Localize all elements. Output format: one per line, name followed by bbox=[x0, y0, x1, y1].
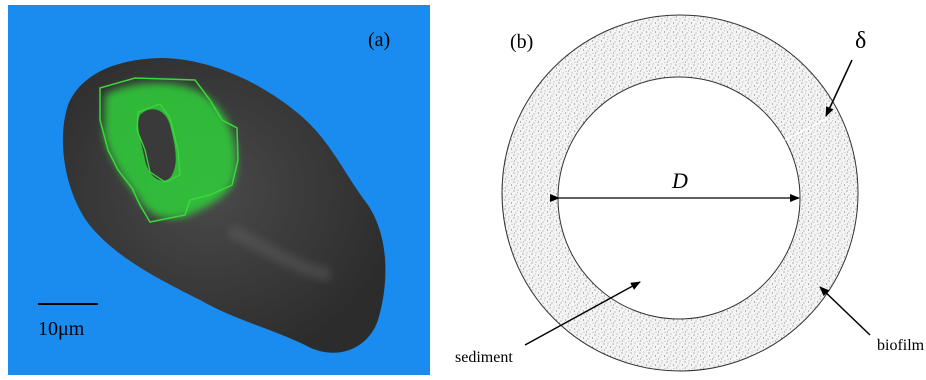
scale-label: 10μm bbox=[38, 318, 85, 340]
panel-label: (b) bbox=[510, 31, 533, 53]
panel-b: (b) δ D sediment biofilm bbox=[455, 15, 925, 371]
thickness-label: δ bbox=[855, 28, 866, 54]
panel-label: (a) bbox=[368, 29, 390, 51]
biofilm-label: biofilm bbox=[877, 337, 925, 354]
thickness-arrow bbox=[826, 60, 852, 116]
sediment-label: sediment bbox=[455, 349, 513, 366]
panel-a: 10μm (a) bbox=[8, 5, 430, 375]
diameter-label: D bbox=[671, 168, 688, 193]
biofilm-arrow bbox=[820, 287, 870, 335]
figure: 10μm (a) (b) δ D sediment biofilm bbox=[0, 0, 926, 380]
